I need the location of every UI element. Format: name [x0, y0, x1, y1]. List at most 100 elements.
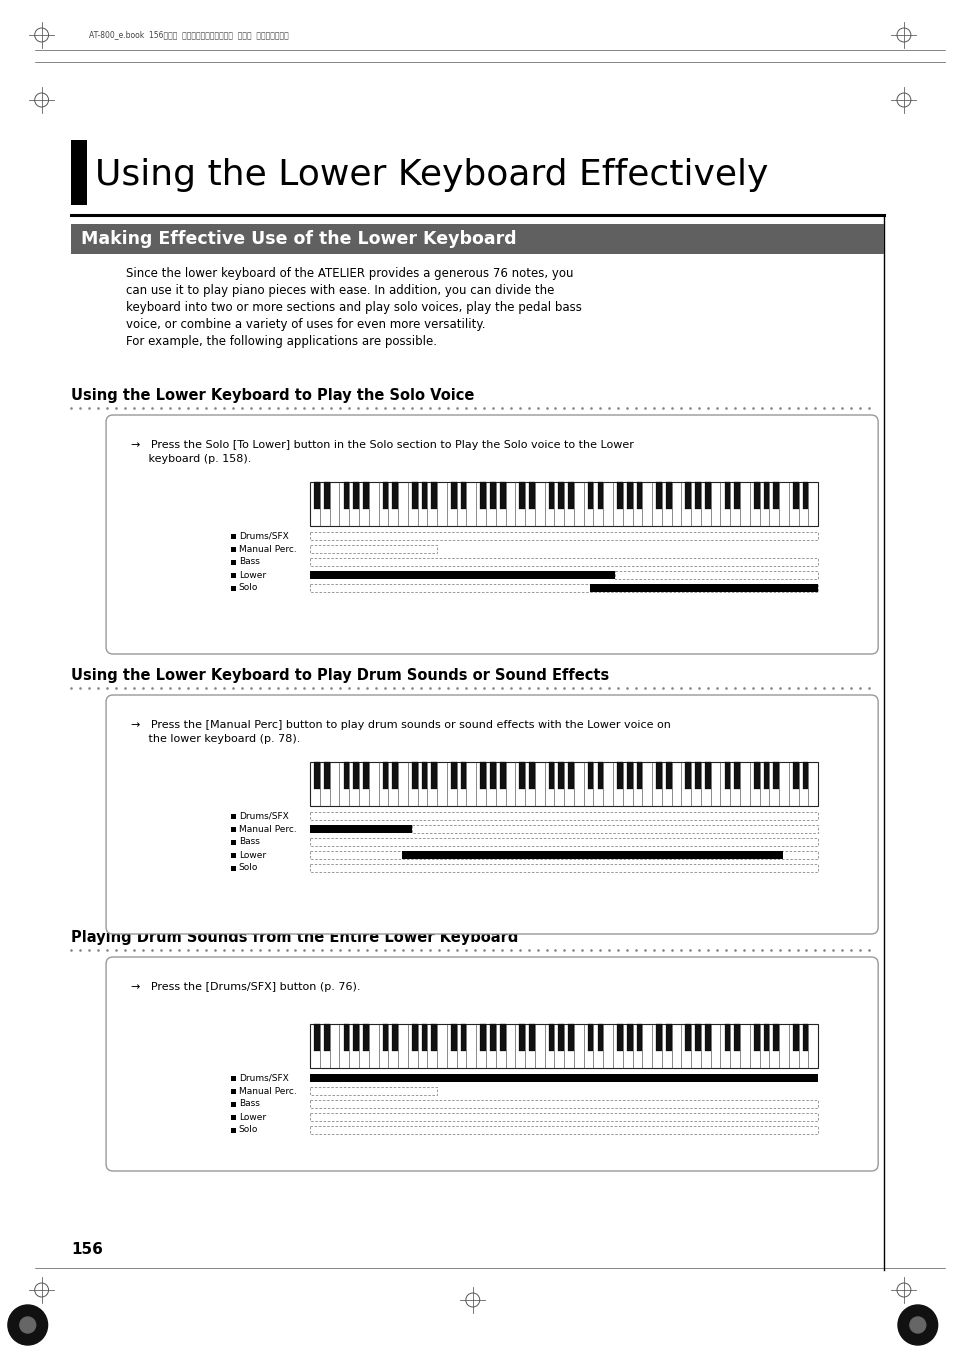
Bar [343, 1024, 349, 1051]
Bar [636, 482, 641, 509]
Bar [518, 1024, 524, 1051]
Text: Manual Perc.: Manual Perc. [238, 1086, 296, 1096]
Bar [685, 1024, 690, 1051]
Bar [353, 482, 358, 509]
Bar [310, 1024, 818, 1069]
Text: AT-800_e.book  156ページ  ２００８年１０朎１５日  水曜日  午前９時３７分: AT-800_e.book 156ページ ２００８年１０朎１５日 水曜日 午前９… [90, 31, 289, 39]
Text: voice, or combine a variety of uses for even more versatility.: voice, or combine a variety of uses for … [126, 317, 485, 331]
Bar [310, 865, 818, 871]
Bar [310, 825, 412, 834]
Bar [479, 762, 485, 789]
Bar [310, 571, 615, 580]
Bar [656, 482, 661, 509]
Bar [310, 1113, 818, 1121]
Bar [499, 1024, 505, 1051]
Bar [343, 762, 349, 789]
Bar [529, 482, 535, 509]
Text: Solo: Solo [238, 863, 258, 873]
Bar [568, 1024, 574, 1051]
Text: 156: 156 [71, 1242, 103, 1256]
Bar [431, 482, 436, 509]
Bar [231, 866, 235, 870]
Bar [773, 482, 779, 509]
Bar [704, 762, 710, 789]
Bar [231, 1101, 235, 1106]
Bar [421, 1024, 427, 1051]
Bar [734, 1024, 740, 1051]
Bar [597, 482, 602, 509]
Bar [753, 1024, 759, 1051]
Bar [734, 482, 740, 509]
Text: keyboard (p. 158).: keyboard (p. 158). [131, 454, 251, 463]
Bar [518, 762, 524, 789]
Bar [597, 1024, 602, 1051]
Bar [363, 482, 369, 509]
Bar [529, 1024, 535, 1051]
Text: Playing Drum Sounds from the Entire Lower Keyboard: Playing Drum Sounds from the Entire Lowe… [71, 929, 518, 944]
Bar [792, 482, 798, 509]
Bar [587, 482, 593, 509]
Bar [490, 1024, 496, 1051]
Bar [615, 571, 818, 580]
Bar [412, 825, 818, 834]
Bar [310, 584, 818, 592]
Bar [704, 482, 710, 509]
Bar [310, 558, 818, 566]
Text: Using the Lower Keyboard Effectively: Using the Lower Keyboard Effectively [95, 158, 768, 192]
Bar [310, 762, 818, 807]
Bar [231, 827, 235, 831]
Bar [656, 762, 661, 789]
Bar [431, 762, 436, 789]
Bar [665, 762, 671, 789]
Bar [479, 482, 485, 509]
Bar [231, 1075, 235, 1081]
Bar [724, 482, 729, 509]
Bar [310, 1074, 818, 1082]
Bar [71, 141, 87, 205]
Bar [801, 1024, 807, 1051]
Bar [792, 1024, 798, 1051]
Circle shape [909, 1317, 924, 1333]
FancyBboxPatch shape [106, 415, 878, 654]
Bar [310, 838, 818, 846]
Bar [548, 482, 554, 509]
Bar [626, 1024, 632, 1051]
Bar [310, 544, 436, 553]
Bar [558, 482, 563, 509]
Bar [324, 762, 330, 789]
Text: Drums/SFX: Drums/SFX [238, 531, 288, 540]
Bar [343, 482, 349, 509]
Bar [460, 762, 466, 789]
Bar [490, 482, 496, 509]
Bar [762, 1024, 768, 1051]
Bar [324, 482, 330, 509]
Bar [665, 482, 671, 509]
Bar [314, 762, 319, 789]
Text: Using the Lower Keyboard to Play Drum Sounds or Sound Effects: Using the Lower Keyboard to Play Drum So… [71, 667, 609, 684]
Bar [363, 1024, 369, 1051]
Bar [310, 482, 818, 526]
Bar [431, 1024, 436, 1051]
Bar [412, 1024, 417, 1051]
Bar [695, 1024, 700, 1051]
Bar [704, 1024, 710, 1051]
Bar [231, 534, 235, 539]
Text: can use it to play piano pieces with ease. In addition, you can divide the: can use it to play piano pieces with eas… [126, 284, 554, 297]
Text: Solo: Solo [238, 584, 258, 593]
Bar [499, 482, 505, 509]
Bar [421, 762, 427, 789]
FancyBboxPatch shape [106, 957, 878, 1171]
Bar [310, 1100, 818, 1108]
Bar [231, 559, 235, 565]
Bar [753, 762, 759, 789]
Bar [617, 1024, 622, 1051]
Bar [734, 762, 740, 789]
Bar [499, 762, 505, 789]
Text: For example, the following applications are possible.: For example, the following applications … [126, 335, 436, 349]
Text: Drums/SFX: Drums/SFX [238, 1074, 288, 1082]
Bar [558, 762, 563, 789]
Bar [626, 762, 632, 789]
Bar [363, 762, 369, 789]
Bar [617, 482, 622, 509]
FancyBboxPatch shape [106, 694, 878, 934]
